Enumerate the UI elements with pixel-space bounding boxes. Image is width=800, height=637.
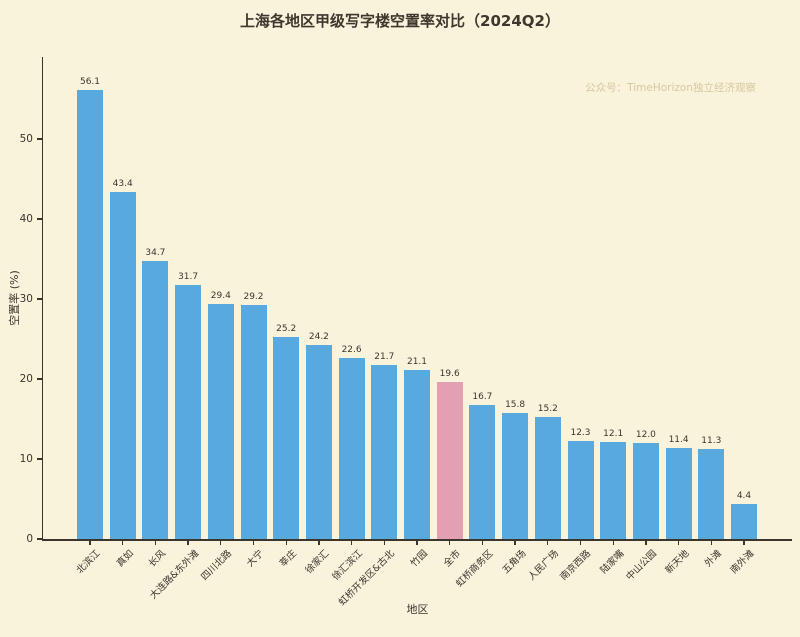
x-tick-mark	[645, 540, 647, 545]
bar-value-label: 19.6	[439, 369, 460, 380]
bar-value-label: 34.7	[145, 248, 166, 259]
x-tick-mark	[449, 540, 451, 545]
x-axis-label: 地区	[406, 603, 429, 616]
y-axis-label: 空置率 (%)	[8, 270, 21, 326]
bar-北滨江	[77, 90, 103, 539]
bar-长风	[142, 261, 169, 539]
x-tick-label: 四川北路	[199, 548, 234, 583]
watermark-text: 公众号：TimeHorizon独立经济观察	[585, 82, 756, 94]
y-tick-mark	[37, 538, 42, 540]
y-tick-mark	[37, 218, 42, 220]
y-tick-mark	[37, 378, 42, 380]
x-tick-mark	[416, 540, 418, 545]
bar-value-label: 29.2	[243, 292, 264, 303]
bar-value-label: 31.7	[178, 272, 199, 283]
bar-徐家汇	[305, 345, 332, 539]
x-tick-mark	[514, 540, 516, 545]
x-tick-label: 莘庄	[277, 548, 300, 570]
bar-大宁	[240, 305, 267, 539]
x-tick-mark	[710, 540, 712, 545]
x-tick-mark	[154, 540, 157, 545]
x-tick-mark	[350, 540, 353, 545]
bar-value-label: 12.0	[635, 430, 656, 440]
y-axis-spine	[41, 57, 43, 539]
x-tick-label: 新天地	[663, 548, 692, 577]
bar-人民广场	[534, 417, 561, 539]
x-tick-mark	[677, 540, 680, 545]
chart-title: 上海各地区甲级写字楼空置率对比（2024Q2）	[240, 12, 560, 30]
bar-中山公园	[632, 443, 659, 539]
x-tick-mark	[579, 540, 582, 545]
y-tick-label: 0	[26, 532, 33, 545]
bar-value-label: 15.8	[505, 399, 526, 410]
x-tick-label: 北滨江	[74, 548, 103, 577]
y-tick-label: 10	[19, 452, 33, 465]
x-tick-mark	[743, 540, 745, 545]
y-tick-label: 40	[19, 212, 33, 225]
x-tick-label: 人民广场	[526, 548, 561, 583]
x-tick-mark	[481, 540, 484, 545]
bar-value-label: 56.1	[79, 77, 101, 88]
bar-value-label: 43.4	[112, 178, 133, 189]
x-axis-spine	[41, 539, 792, 541]
x-tick-mark	[89, 540, 91, 545]
bar-全市	[436, 382, 463, 539]
bar-value-label: 4.4	[736, 490, 752, 501]
x-tick-mark	[187, 540, 189, 545]
x-tick-label: 徐家汇	[303, 548, 332, 577]
x-tick-label: 南京西路	[558, 548, 594, 583]
x-tick-label: 大宁	[245, 548, 267, 570]
bar-真如	[109, 191, 136, 539]
bar-外滩	[698, 448, 725, 539]
x-tick-mark	[252, 540, 255, 545]
bar-value-label: 21.1	[406, 357, 428, 368]
x-tick-label: 南外滩	[728, 548, 757, 577]
bar-value-label: 12.3	[570, 427, 591, 438]
bar-虹桥商务区	[469, 405, 496, 539]
plot-area: 0 10 20 30 40 50 56.1 北滨江 43.4 真如 34.7 长风 31.7 大连路&东外…	[20, 57, 792, 608]
bar-大连路&东外滩	[175, 285, 202, 539]
x-tick-mark	[318, 540, 320, 545]
bar-value-label: 16.7	[472, 392, 493, 403]
bar-value-label: 11.4	[668, 434, 689, 445]
x-tick-label: 中山公园	[624, 548, 659, 583]
bar-竹园	[404, 370, 430, 539]
x-tick-label: 竹园	[408, 548, 430, 570]
bar-陆家嘴	[600, 442, 627, 539]
bar-南京西路	[567, 440, 594, 539]
bar-value-label: 21.7	[374, 352, 395, 363]
bar-新天地	[665, 447, 692, 539]
x-tick-label: 长风	[147, 548, 169, 570]
x-tick-label: 真如	[114, 548, 136, 570]
bar-虹桥开发区&古北	[371, 365, 398, 539]
x-tick-mark	[285, 540, 287, 545]
bar-value-label: 12.1	[603, 429, 624, 440]
x-tick-label: 外滩	[702, 548, 725, 570]
x-tick-label: 全市	[441, 548, 463, 570]
x-tick-mark	[612, 540, 614, 545]
y-tick-mark	[37, 298, 42, 300]
bar-南外滩	[731, 503, 757, 539]
bar-四川北路	[207, 303, 234, 539]
x-tick-mark	[122, 540, 124, 545]
x-tick-mark	[547, 540, 549, 545]
bar-value-label: 29.4	[210, 290, 231, 301]
bar-value-label: 24.2	[308, 332, 329, 343]
y-tick-label: 50	[19, 132, 33, 145]
y-tick-mark	[37, 138, 42, 140]
bar-value-label: 22.6	[341, 345, 362, 356]
y-tick-label: 20	[19, 372, 33, 385]
x-tick-mark	[220, 540, 222, 545]
bar-莘庄	[273, 337, 300, 539]
x-tick-mark	[383, 540, 385, 545]
bar-value-label: 15.2	[537, 404, 558, 415]
bar-value-label: 25.2	[276, 324, 297, 335]
y-tick-label: 30	[19, 292, 33, 305]
y-tick-mark	[37, 458, 42, 460]
bar-徐汇滨江	[338, 358, 365, 539]
bar-五角场	[502, 412, 529, 539]
bar-value-label: 11.3	[701, 435, 722, 446]
